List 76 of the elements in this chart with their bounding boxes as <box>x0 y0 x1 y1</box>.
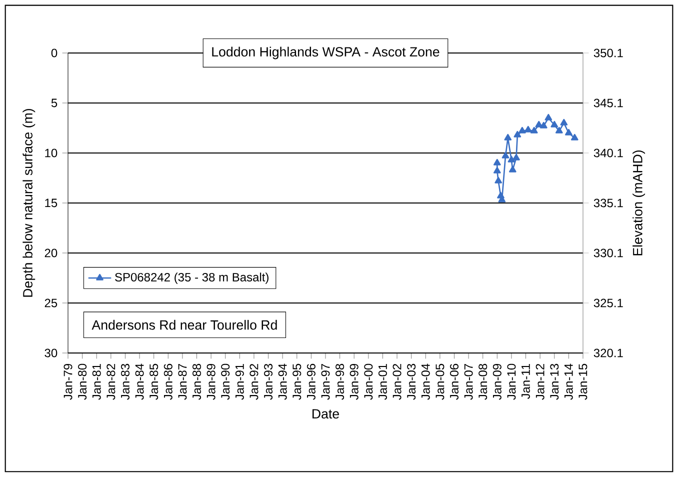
x-tick-label: Jan-12 <box>536 364 544 400</box>
x-tick-label: Jan-05 <box>436 364 444 400</box>
x-tick-label: Jan-97 <box>321 364 330 400</box>
y2-tick-label: 335.1 <box>594 198 623 208</box>
y2-axis-title: Elevation (mAHD) <box>632 150 646 256</box>
y2-tick-label: 330.1 <box>594 248 623 258</box>
x-tick-label: Jan-92 <box>250 364 258 400</box>
x-tick-label: Jan-04 <box>421 364 430 400</box>
point <box>555 126 563 134</box>
point <box>565 128 572 136</box>
x-tick-label: Jan-08 <box>478 364 488 400</box>
y2-tick-label: 345.1 <box>594 98 623 108</box>
x-tick-label: Jan-15 <box>578 364 588 400</box>
x-tick-label: Jan-87 <box>178 364 187 400</box>
point <box>570 134 578 140</box>
x-tick-label: Jan-84 <box>135 364 144 400</box>
x-tick-label: Jan-98 <box>336 364 344 400</box>
y-tick-label: 0 <box>51 48 58 58</box>
x-tick-label: Jan-91 <box>235 364 244 400</box>
y-tick-label: 25 <box>44 298 58 308</box>
x-tick-label: Jan-85 <box>150 364 158 400</box>
y2-tick-label: 320.1 <box>594 348 623 358</box>
point <box>508 166 516 172</box>
y-tick-label: 5 <box>51 98 58 108</box>
point <box>560 118 568 126</box>
y2-tick-label: 350.1 <box>594 48 623 58</box>
point <box>530 126 538 134</box>
x-tick-label: Jan-88 <box>192 364 202 400</box>
point <box>502 152 510 158</box>
x-tick-label: Jan-80 <box>78 364 87 400</box>
legend-label: SP068242 (35 - 38 m Basalt) <box>115 272 268 284</box>
x-tick-label: Jan-82 <box>106 364 116 400</box>
x-tick-label: Jan-13 <box>550 364 559 400</box>
x-axis-title: Date <box>312 409 339 419</box>
x-tick-label: Jan-86 <box>164 364 172 400</box>
point <box>524 126 532 132</box>
point <box>494 176 502 184</box>
x-tick-label: Jan-00 <box>364 364 373 400</box>
x-tick-label: Jan-02 <box>392 364 402 400</box>
annotation: Andersons Rd near Tourello Rd <box>92 320 277 330</box>
x-tick-label: Jan-95 <box>292 364 302 400</box>
point <box>514 130 522 138</box>
x-tick-label: Jan-99 <box>350 364 358 400</box>
point <box>493 158 501 166</box>
x-tick-label: Jan-94 <box>278 364 287 400</box>
x-tick-label: Jan-06 <box>450 364 458 400</box>
x-tick-label: Jan-09 <box>492 364 502 400</box>
y2-tick-label: 325.1 <box>594 298 623 308</box>
x-tick-label: Jan-03 <box>407 364 416 400</box>
x-tick-label: Jan-81 <box>92 364 101 400</box>
x-tick-label: Jan-01 <box>378 364 387 400</box>
point <box>540 122 548 128</box>
y2-tick-label: 340.1 <box>594 148 623 158</box>
y-tick-label: 10 <box>45 148 58 158</box>
x-tick-label: Jan-11 <box>522 364 530 400</box>
point <box>512 154 520 160</box>
y-tick-label: 30 <box>44 348 58 358</box>
x-tick-label: Jan-14 <box>564 364 573 400</box>
x-tick-label: Jan-93 <box>264 364 273 400</box>
x-tick-label: Jan-89 <box>206 364 216 400</box>
point <box>518 126 526 134</box>
x-tick-label: Jan-83 <box>120 364 130 400</box>
y-tick-label: 15 <box>45 198 58 208</box>
chart-title: Loddon Highlands WSPA - Ascot Zone <box>212 46 440 60</box>
x-tick-label: Jan-79 <box>64 364 72 400</box>
y-tick-label: 20 <box>44 248 58 258</box>
x-tick-label: Jan-90 <box>221 364 230 400</box>
point <box>508 156 516 162</box>
x-tick-label: Jan-96 <box>306 364 316 400</box>
point <box>504 134 512 140</box>
point <box>544 114 552 120</box>
y-axis-title: Depth below natural surface (m) <box>22 108 36 297</box>
point <box>493 166 501 174</box>
x-tick-label: Jan-10 <box>507 364 516 400</box>
point <box>550 120 558 128</box>
x-tick-label: Jan-07 <box>464 364 473 400</box>
